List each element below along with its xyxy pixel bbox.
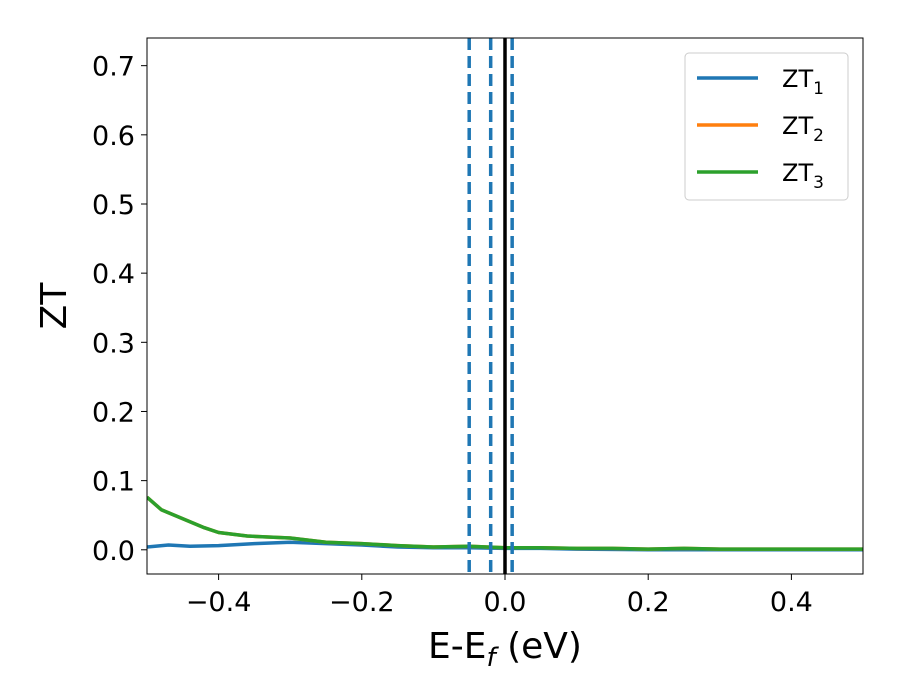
x-axis: −0.4 −0.2 0.0 0.2 0.4 — [186, 574, 813, 618]
y-axis: 0.0 0.1 0.2 0.3 0.4 0.5 0.6 0.7 — [92, 52, 147, 567]
legend: ZT1 ZT2 ZT3 — [684, 52, 849, 201]
x-tick-label: 0.2 — [627, 587, 670, 618]
x-tick-label: 0.4 — [770, 587, 813, 618]
legend-label-zt2: ZT2 — [782, 112, 824, 146]
y-tick-label: 0.1 — [92, 467, 135, 498]
y-tick-label: 0.5 — [92, 190, 135, 221]
y-tick-label: 0.7 — [92, 52, 135, 83]
y-tick-label: 0.6 — [92, 121, 135, 152]
series-line-zt3 — [147, 495, 863, 551]
y-tick-label: 0.0 — [92, 536, 135, 567]
x-axis-label: E-Ef (eV) — [428, 626, 582, 673]
y-tick-label: 0.2 — [92, 397, 135, 428]
x-tick-label: −0.4 — [186, 587, 252, 618]
legend-label-zt3: ZT3 — [782, 159, 824, 193]
legend-label-zt1: ZT1 — [782, 65, 824, 99]
x-axis-label-main: E-E — [428, 626, 486, 667]
legend-box — [684, 52, 849, 201]
y-axis-label: ZT — [34, 282, 75, 330]
y-tick-label: 0.4 — [92, 259, 135, 290]
x-tick-label: 0.0 — [484, 587, 527, 618]
plot-content — [147, 38, 863, 574]
x-axis-label-unit: (eV) — [496, 626, 582, 667]
y-tick-label: 0.3 — [92, 328, 135, 359]
x-tick-label: −0.2 — [329, 587, 395, 618]
